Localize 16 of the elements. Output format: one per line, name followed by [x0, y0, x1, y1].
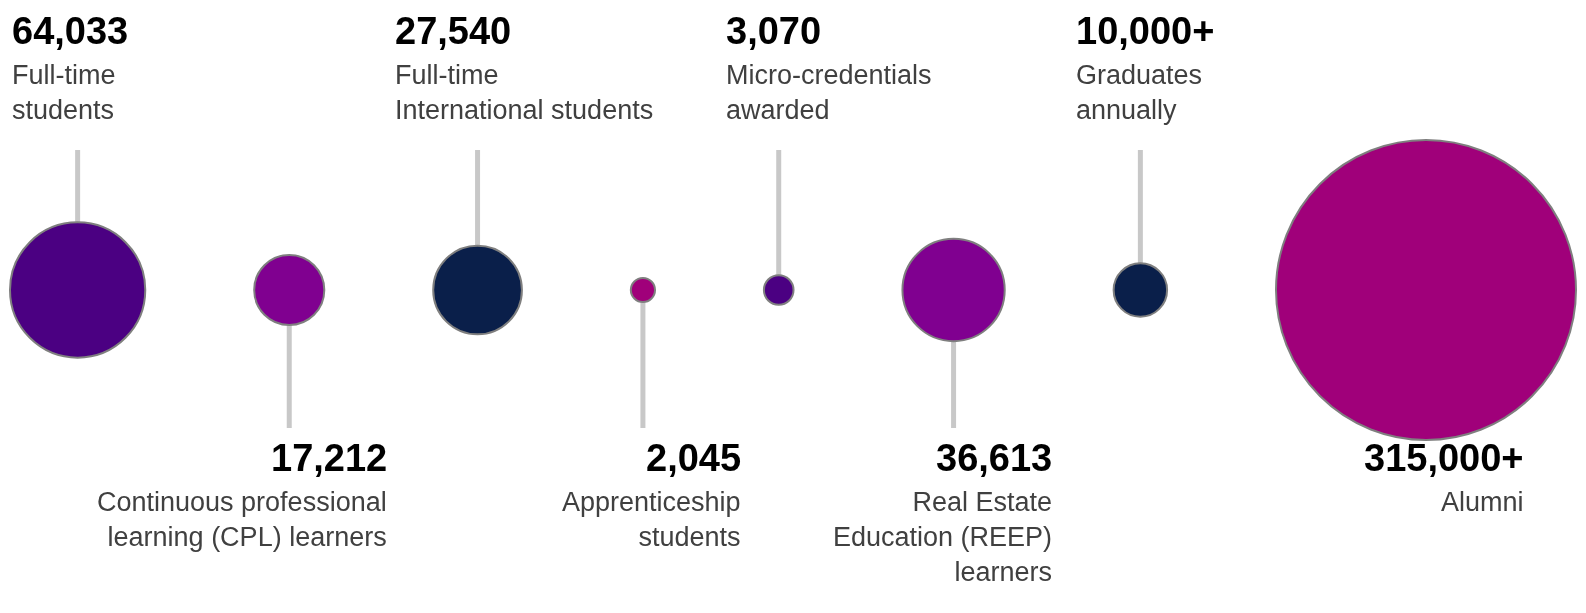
category-label: Graduates annually	[1076, 60, 1203, 126]
data-label: 64,033	[12, 10, 129, 52]
category-label: Continuous professional learning (CPL) learners	[97, 487, 387, 553]
data-label: 3,070	[726, 10, 822, 52]
data-label: 27,540	[395, 10, 512, 52]
category-label: Real Estate Education (REEP) learners	[833, 487, 1053, 588]
category-label: Full-time students	[12, 60, 116, 126]
category-label: Alumni	[1441, 487, 1524, 517]
category-label: Micro-credentials awarded	[726, 60, 932, 126]
data-label: 10,000+	[1076, 10, 1215, 52]
data-label: 36,613	[936, 437, 1053, 479]
data-label: 2,045	[646, 437, 742, 479]
data-label: 315,000+	[1364, 437, 1524, 479]
data-label: 17,212	[271, 437, 388, 479]
category-label: Full-time International students	[395, 60, 654, 126]
category-label: Apprenticeship students	[562, 487, 741, 553]
